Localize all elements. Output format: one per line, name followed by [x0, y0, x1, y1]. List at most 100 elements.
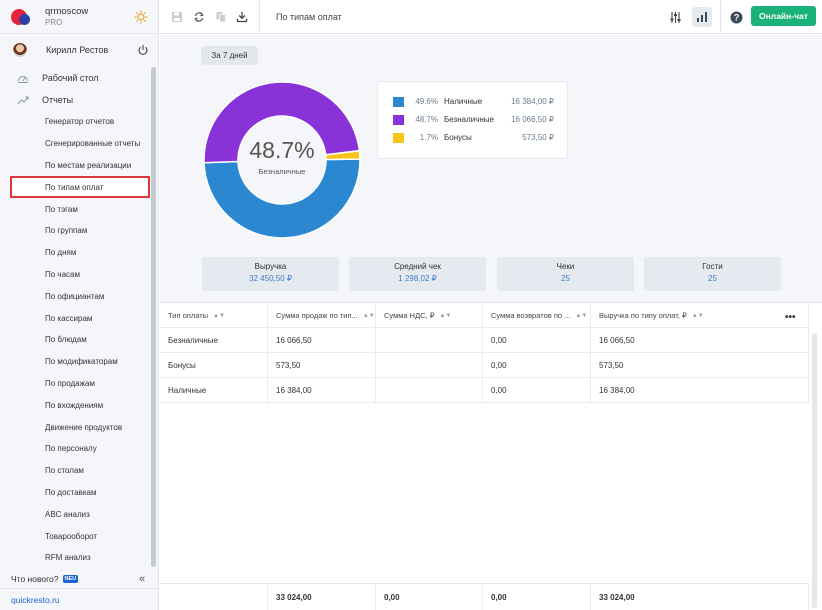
total-cell: 0,00	[376, 584, 483, 610]
table-cell: Безналичные	[160, 328, 268, 353]
collapse-sidebar-icon[interactable]: «	[139, 573, 146, 585]
toolbar: По типам оплат ? Онлайн-чат	[160, 0, 822, 34]
table-cell: Наличные	[160, 378, 268, 403]
legend-percent: 49.6%	[415, 97, 438, 106]
sort-icon[interactable]: ▲▼	[439, 312, 452, 319]
kpi-revenue: Выручка 32 450,50 ₽	[202, 257, 339, 291]
user-profile[interactable]: Кирилл Рестов	[0, 34, 158, 66]
donut-slice-1[interactable]	[203, 81, 361, 164]
legend-name: Безналичные	[444, 115, 494, 124]
table-cell	[376, 328, 483, 353]
table-row[interactable]: Безналичные 16 066,50 0,00 16 066,50	[160, 328, 809, 353]
legend-swatch	[393, 97, 404, 107]
sidebar-subitem[interactable]: По группам	[45, 226, 88, 236]
sidebar-item-reports[interactable]: Отчеты	[0, 89, 158, 111]
period-selector[interactable]: За 7 дней	[201, 46, 258, 65]
copy-icon[interactable]	[215, 11, 227, 23]
table-cell: 16 384,00	[591, 378, 809, 403]
download-icon[interactable]	[236, 11, 248, 23]
sidebar-subitem[interactable]: По кассирам	[45, 313, 93, 323]
sidebar-subitem[interactable]: По типам оплат	[10, 176, 150, 199]
sidebar-subitem[interactable]: По доставкам	[45, 487, 97, 497]
quickresto-logo	[11, 7, 31, 27]
sort-icon[interactable]: ▲▼	[213, 312, 225, 319]
column-header-sales-sum[interactable]: Сумма продаж по тип... ▲▼	[268, 303, 376, 328]
sidebar-item-desktop[interactable]: Рабочий стол	[0, 67, 158, 89]
sidebar-subitem[interactable]: Движение продуктов	[45, 422, 123, 432]
report-content: За 7 дней 48.7% Безналичные 49.6% Наличн…	[160, 35, 822, 610]
sort-icon[interactable]: ▲▼	[575, 312, 588, 319]
save-icon[interactable]	[171, 11, 183, 23]
sidebar-subitem[interactable]: По местам реализации	[45, 160, 132, 170]
toolbar-divider	[259, 0, 260, 34]
legend-percent: 1.7%	[419, 133, 438, 142]
user-name: Кирилл Рестов	[46, 45, 109, 55]
sidebar-subitem[interactable]: RFM анализ	[45, 553, 91, 563]
table-scrollbar[interactable]	[812, 333, 817, 608]
sidebar-subitem[interactable]: По тэгам	[45, 204, 78, 214]
table-cell	[376, 353, 483, 378]
brand-name: qrmoscow	[45, 6, 89, 17]
sort-icon[interactable]: ▲▼	[691, 312, 704, 319]
table-row[interactable]: Бонусы 573,50 0,00 573,50	[160, 353, 809, 378]
kpi-average-check: Средний чек 1 298,02 ₽	[349, 257, 486, 291]
sidebar: qrmoscow PRO Кирилл Рестов Рабочий стол	[0, 0, 159, 610]
power-icon[interactable]	[137, 44, 149, 56]
chart-toggle-button[interactable]	[692, 7, 712, 27]
site-link[interactable]: quickresto.ru	[0, 588, 159, 610]
kpi-value: 1 298,02 ₽	[398, 274, 437, 283]
table-row[interactable]: Наличные 16 384,00 0,00 16 384,00	[160, 378, 809, 403]
sidebar-subitem[interactable]: По официантам	[45, 291, 105, 301]
sun-icon[interactable]	[134, 10, 148, 24]
column-header-revenue[interactable]: Выручка по типу оплат, ₽ ▲▼	[591, 303, 809, 328]
svg-text:?: ?	[734, 13, 740, 23]
sidebar-subitem[interactable]: По дням	[45, 248, 77, 258]
sidebar-subitem[interactable]: Генератор отчетов	[45, 117, 115, 127]
sidebar-subitem[interactable]: По часам	[45, 269, 80, 279]
sort-icon[interactable]: ▲▼	[362, 312, 375, 319]
sidebar-subitem[interactable]: По модификаторам	[45, 357, 118, 367]
legend-item[interactable]: 49.6% Наличные 16 384,00 ₽	[378, 93, 569, 111]
sidebar-subitem[interactable]: По персоналу	[45, 444, 97, 454]
table-header: Тип оплаты ▲▼ Сумма продаж по тип... ▲▼ Су…	[160, 303, 809, 328]
whats-new-label: Что нового?	[11, 573, 59, 584]
table-cell: 573,50	[268, 353, 376, 378]
reports-trend-icon	[17, 96, 29, 105]
total-cell: 33 024,00	[591, 584, 809, 610]
column-header-vat-sum[interactable]: Сумма НДС, ₽ ▲▼	[376, 303, 483, 328]
online-chat-button[interactable]: Онлайн-чат	[751, 6, 816, 26]
legend-value: 16 066,50 ₽	[511, 115, 554, 124]
total-cell: 33 024,00	[268, 584, 376, 610]
table-cell: 16 066,50	[268, 328, 376, 353]
donut-slice-0[interactable]	[203, 158, 361, 239]
legend-percent: 48.7%	[415, 115, 438, 124]
sidebar-subitem[interactable]: По блюдам	[45, 335, 87, 345]
legend-item[interactable]: 1.7% Бонусы 573,50 ₽	[378, 129, 569, 147]
brand-header[interactable]: qrmoscow PRO	[0, 0, 158, 34]
help-icon[interactable]: ?	[730, 11, 743, 24]
sidebar-subitem[interactable]: По столам	[45, 466, 84, 476]
header-label: Сумма продаж по тип...	[276, 311, 358, 320]
sidebar-subitem[interactable]: По продажам	[45, 378, 95, 388]
filter-sliders-icon[interactable]	[669, 11, 682, 24]
kpi-title: Гости	[702, 262, 723, 271]
sidebar-scrollbar[interactable]	[151, 67, 156, 567]
table-cell: Бонусы	[160, 353, 268, 378]
refresh-icon[interactable]	[193, 11, 205, 23]
whats-new-link[interactable]: Что нового? NEU	[0, 569, 159, 588]
header-label: Выручка по типу оплат, ₽	[599, 311, 687, 320]
legend-value: 16 384,00 ₽	[511, 97, 554, 106]
kpi-title: Чеки	[556, 262, 575, 271]
legend-item[interactable]: 48.7% Безналичные 16 066,50 ₽	[378, 111, 569, 129]
column-header-payment-type[interactable]: Тип оплаты ▲▼	[160, 303, 268, 328]
sidebar-item-label: Рабочий стол	[42, 73, 99, 83]
dashboard-icon	[18, 76, 28, 83]
sidebar-subitem[interactable]: Товарооборот	[45, 531, 98, 541]
column-header-returns-sum[interactable]: Сумма возвратов по ... ▲▼	[483, 303, 591, 328]
sidebar-subitem[interactable]: Сгенерированные отчеты	[45, 139, 141, 149]
sidebar-subitem[interactable]: По вхождениям	[45, 400, 104, 410]
new-badge: NEU	[62, 574, 79, 583]
donut-center: 48.7% Безналичные	[202, 137, 362, 176]
sidebar-subitem[interactable]: ABC анализ	[45, 509, 90, 519]
more-options-icon[interactable]: •••	[785, 312, 796, 323]
